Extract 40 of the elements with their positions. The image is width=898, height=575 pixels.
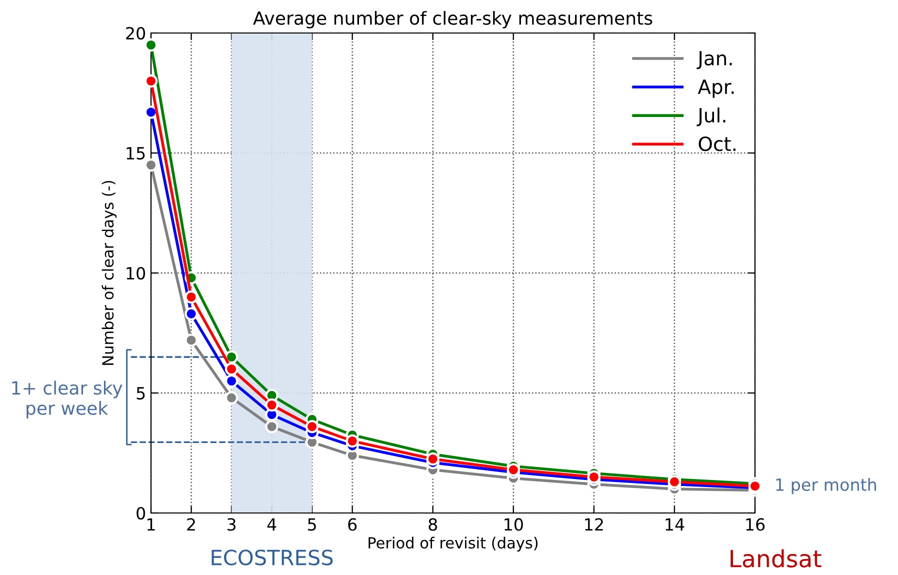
x-axis-title: Period of revisit (days) — [368, 536, 538, 552]
y-axis-title: Number of clear days (-) — [102, 180, 117, 365]
legend-label: Oct. — [698, 136, 736, 152]
x-tick-label: 5 — [308, 518, 316, 531]
point — [668, 475, 682, 488]
legend-label: Apr. — [698, 80, 734, 98]
x-tick-label: 3 — [228, 518, 236, 531]
y-tick-label: 5 — [136, 387, 145, 400]
x-tick-label: 4 — [267, 518, 276, 531]
y-tick-label: 0 — [136, 506, 146, 520]
band-label: ECOSTRESS — [212, 550, 333, 566]
point — [224, 391, 238, 404]
y-tick-label: 20 — [126, 26, 146, 40]
x-tick-label: 8 — [428, 518, 438, 531]
legend-label: Jul. — [696, 108, 726, 126]
x-tick-label: 1 — [148, 518, 155, 531]
point — [587, 470, 601, 484]
text: 1+ clear sky per week — [12, 380, 122, 418]
x-tick-label: 6 — [348, 518, 357, 531]
point — [265, 420, 278, 434]
point — [506, 463, 520, 476]
point — [346, 434, 359, 448]
y-tick-label: 10 — [126, 266, 146, 280]
annotation: 1 per month — [776, 478, 876, 494]
point — [184, 334, 198, 347]
x-tick-label: 16 — [746, 518, 765, 531]
chart-title: Average number of clear-sky measurements — [253, 10, 652, 28]
x-tick-label: 10 — [504, 518, 523, 531]
x-tick-label: 2 — [187, 518, 195, 531]
point — [224, 362, 238, 376]
x-tick-label: 14 — [666, 518, 684, 531]
point — [265, 398, 278, 412]
legend-label: Jan. — [696, 51, 732, 70]
point — [426, 452, 440, 466]
text: Landsat — [730, 549, 822, 568]
x-tick-label: 12 — [585, 518, 603, 531]
point — [184, 307, 198, 320]
point — [184, 290, 198, 304]
point — [305, 420, 319, 434]
y-tick-label: 15 — [126, 147, 145, 160]
